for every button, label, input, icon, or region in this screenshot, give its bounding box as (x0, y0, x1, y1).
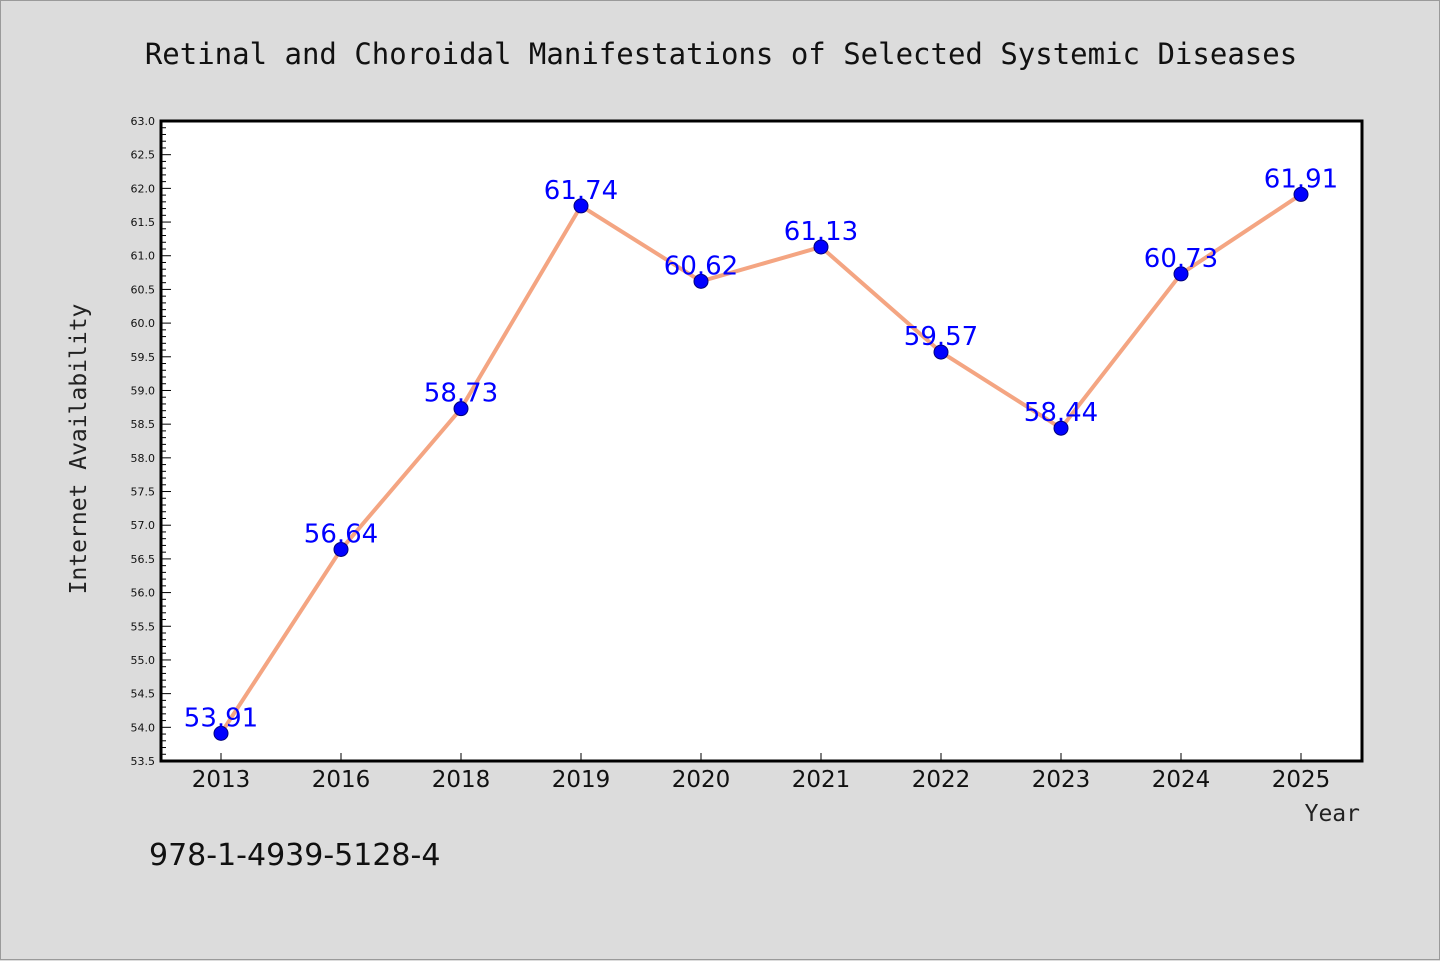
y-tick-label: 63.0 (131, 115, 156, 128)
data-point-marker (453, 401, 469, 417)
x-tick-label: 2020 (672, 767, 731, 793)
data-label: 59.57 (904, 322, 978, 352)
y-tick-label: 58.0 (131, 452, 156, 465)
y-tick-label: 57.0 (131, 519, 156, 532)
y-tick-label: 53.5 (131, 755, 156, 768)
y-tick-label: 60.5 (131, 283, 156, 296)
y-tick-label: 59.0 (131, 384, 156, 397)
x-tick-label: 2025 (1272, 767, 1331, 793)
x-axis-label: Year (1305, 801, 1360, 827)
data-label: 58.73 (424, 379, 498, 409)
series-line-group (213, 186, 1309, 741)
series-line (219, 192, 1303, 735)
y-axis-label: Internet Availability (66, 304, 92, 595)
y-tick-label: 58.5 (131, 418, 156, 431)
data-point-marker (813, 239, 829, 255)
x-tick-label: 2019 (552, 767, 611, 793)
plot-area (159, 119, 1364, 763)
data-point-marker (693, 273, 709, 289)
x-tick-label: 2022 (912, 767, 971, 793)
chart-title: Retinal and Choroidal Manifestations of … (145, 37, 1297, 71)
data-label: 61.74 (544, 176, 618, 206)
data-point-marker (933, 344, 949, 360)
y-tick-label: 57.5 (131, 486, 156, 499)
y-tick-label: 55.5 (131, 620, 156, 633)
data-label: 61.91 (1264, 164, 1338, 194)
data-labels: 53.91 56.64 58.73 61.74 60.62 61.13 59.57 58.44… (184, 164, 1338, 733)
x-tick-label: 2016 (312, 767, 371, 793)
data-label: 61.13 (784, 217, 858, 247)
y-tick-label: 62.0 (131, 182, 156, 195)
data-point-marker (333, 541, 349, 557)
data-point-marker (1053, 420, 1069, 436)
isbn-annotation: 978-1-4939-5128-4 (149, 838, 440, 873)
data-label: 58.44 (1024, 398, 1098, 428)
y-tick-label: 56.0 (131, 587, 156, 600)
data-point-marker (573, 198, 589, 214)
y-tick-label: 56.5 (131, 553, 156, 566)
x-tick-label: 2018 (432, 767, 491, 793)
data-label: 60.73 (1144, 244, 1218, 274)
x-tick-label: 2021 (792, 767, 851, 793)
data-point-marker (1173, 266, 1189, 282)
data-point-marker (213, 725, 229, 741)
y-tick-label: 61.0 (131, 250, 156, 263)
y-tick-label: 62.5 (131, 149, 156, 162)
y-tick-label: 55.0 (131, 654, 156, 667)
data-label: 56.64 (304, 519, 378, 549)
x-tick-label: 2024 (1152, 767, 1211, 793)
y-tick-label: 59.5 (131, 351, 156, 364)
y-tick-label: 54.5 (131, 688, 156, 701)
y-axis: 53.5 54.0 54.5 55.0 55.5 56.0 56.5 57.0 57.5 58.0… (131, 115, 171, 768)
data-label: 60.62 (664, 251, 738, 281)
data-label: 53.91 (184, 703, 258, 733)
y-tick-label: 60.0 (131, 317, 156, 330)
y-tick-label: 61.5 (131, 216, 156, 229)
x-tick-label: 2013 (192, 767, 251, 793)
x-tick-label: 2023 (1032, 767, 1091, 793)
y-tick-label: 54.0 (131, 721, 156, 734)
x-axis: 2013 2016 2018 2019 2020 2021 2022 2023 2024 2025 (192, 753, 1331, 793)
data-point-marker (1293, 186, 1309, 202)
